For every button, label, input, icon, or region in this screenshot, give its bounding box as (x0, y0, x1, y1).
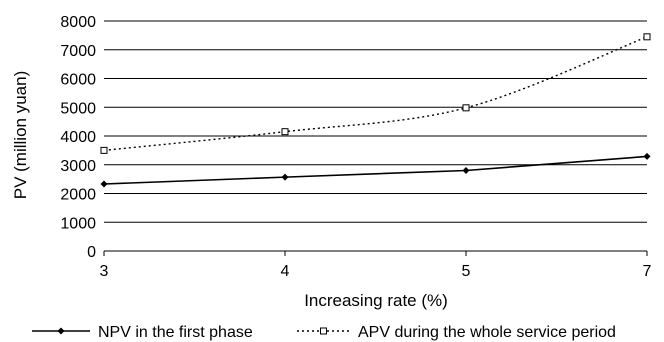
y-tick-label: 1000 (60, 215, 96, 232)
y-tick-label: 8000 (60, 14, 96, 31)
y-tick-labels: 0 1000 2000 3000 4000 5000 6000 7000 8000 (60, 14, 96, 261)
data-point (462, 104, 470, 112)
data-point (643, 33, 651, 41)
y-tick-label: 0 (87, 244, 96, 261)
y-tick-label: 7000 (60, 43, 96, 60)
y-tick-label: 3000 (60, 158, 96, 175)
legend: NPV in the first phase APV during the who… (32, 324, 616, 341)
y-tick-label: 6000 (60, 72, 96, 89)
data-point (643, 152, 651, 160)
series-layer (100, 33, 651, 188)
x-tick-label: 5 (462, 263, 471, 280)
x-axis-title: Increasing rate (%) (304, 291, 448, 310)
y-tick-label: 4000 (60, 129, 96, 146)
x-tick-label: 4 (281, 263, 290, 280)
gridlines (103, 20, 648, 256)
data-point (281, 128, 289, 136)
series-line (103, 36, 648, 152)
data-point (100, 146, 108, 154)
legend-marker (57, 327, 65, 335)
legend-label: APV during the whole service period (358, 324, 616, 341)
y-axis-title: PV (million yuan) (11, 71, 30, 200)
x-tick-labels: 3 4 5 7 (100, 263, 652, 280)
legend-marker (320, 327, 327, 335)
series-line (103, 155, 648, 185)
x-tick-label: 7 (643, 263, 652, 280)
y-tick-label: 5000 (60, 100, 96, 117)
y-tick-label: 2000 (60, 187, 96, 204)
x-tick-label: 3 (100, 263, 109, 280)
legend-label: NPV in the first phase (98, 324, 253, 341)
data-point (462, 167, 470, 174)
data-point (100, 180, 108, 188)
data-point (281, 173, 289, 181)
